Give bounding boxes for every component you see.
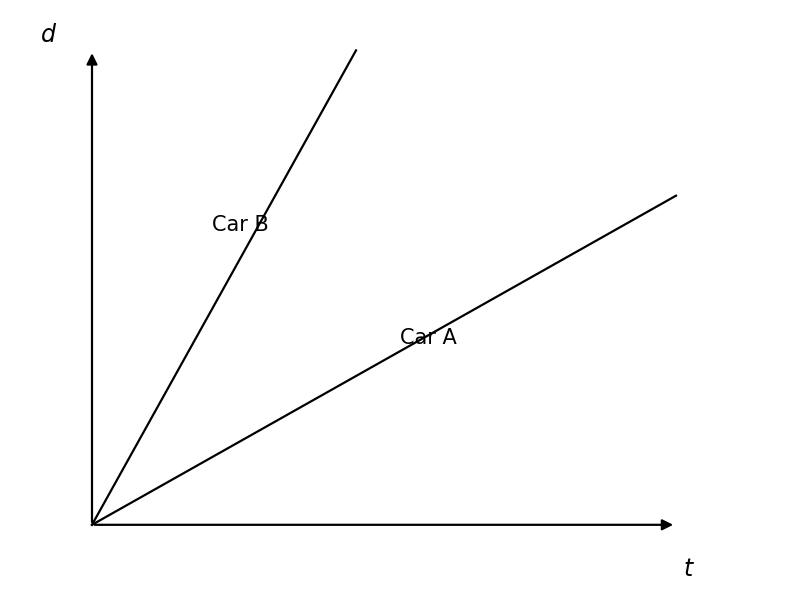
- Text: t: t: [683, 557, 693, 581]
- Text: Car B: Car B: [212, 215, 269, 235]
- Text: Car A: Car A: [400, 328, 457, 348]
- Text: d: d: [41, 24, 55, 47]
